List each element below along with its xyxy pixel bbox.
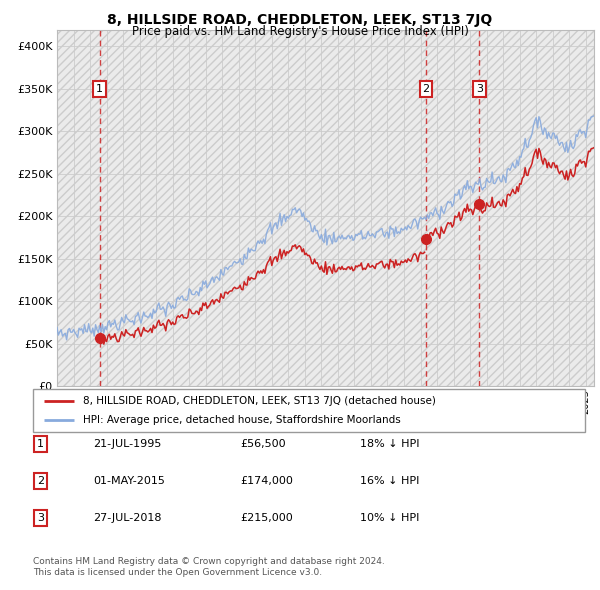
Text: 27-JUL-2018: 27-JUL-2018 bbox=[93, 513, 161, 523]
Text: 18% ↓ HPI: 18% ↓ HPI bbox=[360, 439, 419, 448]
Text: 10% ↓ HPI: 10% ↓ HPI bbox=[360, 513, 419, 523]
Text: 21-JUL-1995: 21-JUL-1995 bbox=[93, 439, 161, 448]
Text: 8, HILLSIDE ROAD, CHEDDLETON, LEEK, ST13 7JQ: 8, HILLSIDE ROAD, CHEDDLETON, LEEK, ST13… bbox=[107, 13, 493, 27]
Text: Price paid vs. HM Land Registry's House Price Index (HPI): Price paid vs. HM Land Registry's House … bbox=[131, 25, 469, 38]
Text: 01-MAY-2015: 01-MAY-2015 bbox=[93, 476, 165, 486]
Text: 2: 2 bbox=[422, 84, 430, 94]
Text: 8, HILLSIDE ROAD, CHEDDLETON, LEEK, ST13 7JQ (detached house): 8, HILLSIDE ROAD, CHEDDLETON, LEEK, ST13… bbox=[83, 396, 436, 406]
Text: £215,000: £215,000 bbox=[240, 513, 293, 523]
Text: HPI: Average price, detached house, Staffordshire Moorlands: HPI: Average price, detached house, Staf… bbox=[83, 415, 400, 425]
Text: 1: 1 bbox=[96, 84, 103, 94]
Text: This data is licensed under the Open Government Licence v3.0.: This data is licensed under the Open Gov… bbox=[33, 568, 322, 577]
Text: 16% ↓ HPI: 16% ↓ HPI bbox=[360, 476, 419, 486]
FancyBboxPatch shape bbox=[33, 389, 585, 432]
Text: £174,000: £174,000 bbox=[240, 476, 293, 486]
Text: Contains HM Land Registry data © Crown copyright and database right 2024.: Contains HM Land Registry data © Crown c… bbox=[33, 558, 385, 566]
Text: 2: 2 bbox=[37, 476, 44, 486]
Text: 3: 3 bbox=[476, 84, 483, 94]
Text: 3: 3 bbox=[37, 513, 44, 523]
Text: 1: 1 bbox=[37, 439, 44, 448]
Text: £56,500: £56,500 bbox=[240, 439, 286, 448]
